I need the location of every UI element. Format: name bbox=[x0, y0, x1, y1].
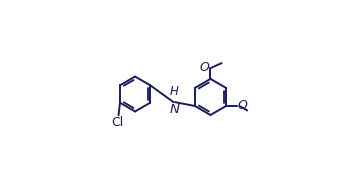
Text: O: O bbox=[199, 61, 209, 74]
Text: N: N bbox=[169, 103, 179, 116]
Text: O: O bbox=[238, 99, 247, 112]
Text: H: H bbox=[170, 85, 179, 98]
Text: Cl: Cl bbox=[112, 117, 124, 129]
